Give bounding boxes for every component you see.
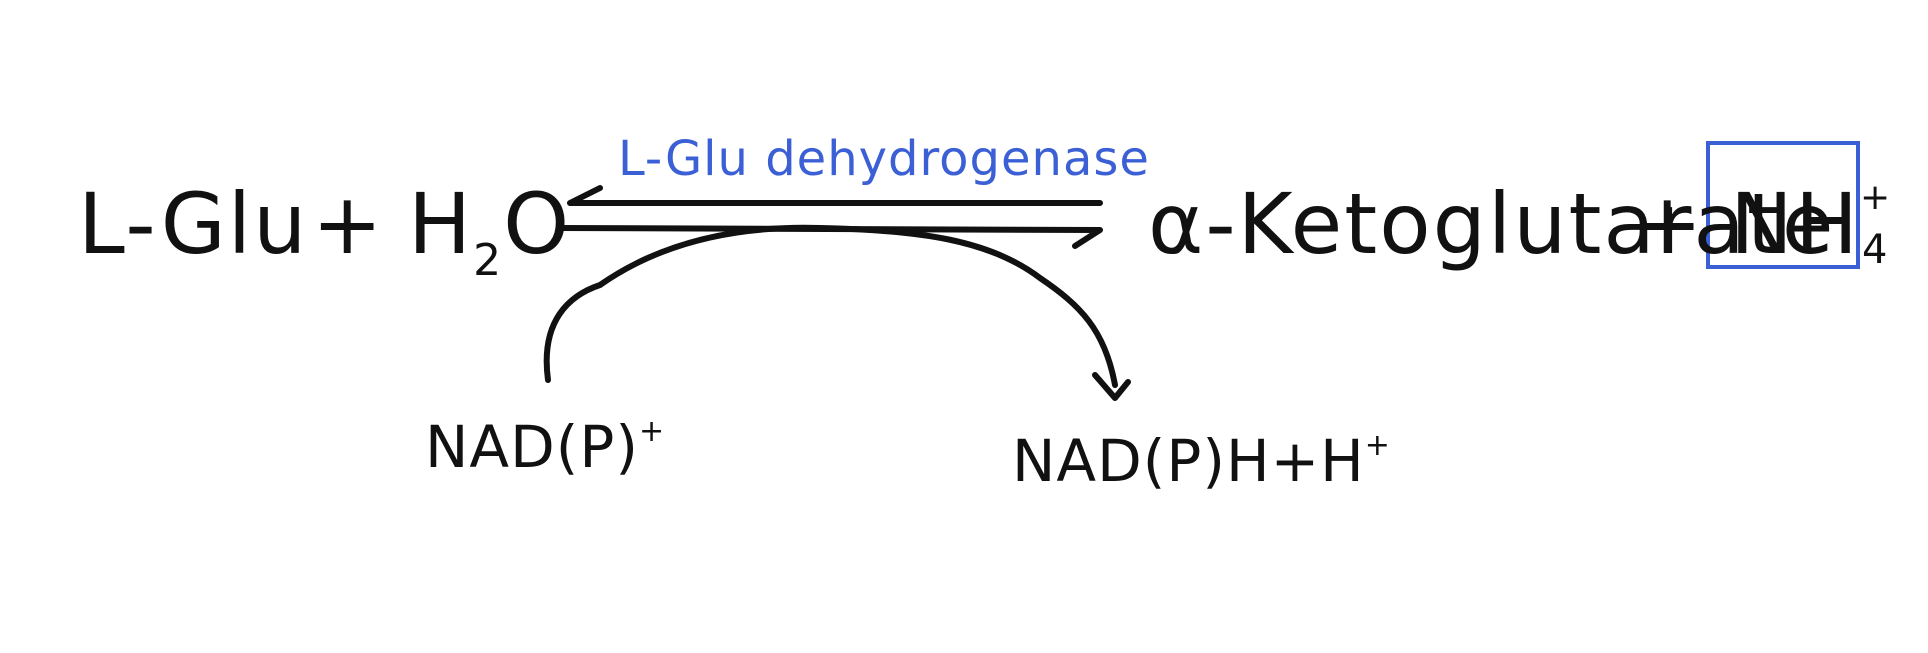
enzyme-name: L-Glu dehydrogenase	[618, 131, 1150, 187]
cofactor-output: NAD(P)H+H+	[1012, 432, 1391, 490]
cofactor-input-charge: +	[639, 414, 665, 449]
enzyme-label: L-Glu dehydrogenase	[618, 135, 1150, 183]
plus-1-label: +	[312, 175, 384, 273]
water-h: H	[408, 175, 473, 273]
ammonium-charge: +	[1860, 180, 1892, 216]
cofactor-arc	[547, 228, 1115, 385]
reverse-arrow	[570, 188, 1100, 203]
reactant-l-glu: L-Glu	[78, 182, 308, 266]
cofactor-output-label: NAD(P)H+H	[1012, 427, 1365, 495]
water-subscript: 2	[473, 235, 503, 286]
product-ammonium: NH +4	[1730, 182, 1890, 266]
plus-sign-right: +	[1632, 182, 1704, 266]
ammonium-subscript: 4	[1862, 230, 1889, 270]
plus-sign-left: +	[312, 182, 384, 266]
plus-2-label: +	[1632, 175, 1704, 273]
water-o: O	[503, 175, 571, 273]
reactant-1-label: L-Glu	[78, 175, 308, 273]
reactant-water: H2O	[408, 182, 571, 266]
cofactor-input-label: NAD(P)	[425, 413, 639, 481]
ammonium-base: NH	[1730, 175, 1860, 273]
cofactor-input: NAD(P)+	[425, 418, 665, 476]
cofactor-output-charge: +	[1365, 428, 1391, 463]
